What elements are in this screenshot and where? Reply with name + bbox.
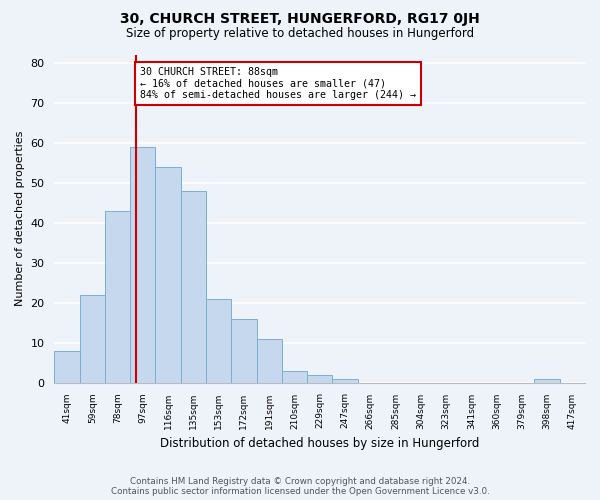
Bar [130, 147, 155, 382]
Bar [55, 350, 80, 382]
Text: 30, CHURCH STREET, HUNGERFORD, RG17 0JH: 30, CHURCH STREET, HUNGERFORD, RG17 0JH [120, 12, 480, 26]
Bar [535, 378, 560, 382]
Bar [257, 338, 282, 382]
Text: Contains HM Land Registry data © Crown copyright and database right 2024.
Contai: Contains HM Land Registry data © Crown c… [110, 476, 490, 496]
Text: Size of property relative to detached houses in Hungerford: Size of property relative to detached ho… [126, 28, 474, 40]
Y-axis label: Number of detached properties: Number of detached properties [15, 131, 25, 306]
Bar [231, 318, 257, 382]
Bar [206, 298, 231, 382]
Bar [307, 374, 332, 382]
Text: 30 CHURCH STREET: 88sqm
← 16% of detached houses are smaller (47)
84% of semi-de: 30 CHURCH STREET: 88sqm ← 16% of detache… [140, 67, 416, 100]
Bar [282, 370, 307, 382]
Bar [332, 378, 358, 382]
Bar [105, 211, 130, 382]
Bar [155, 167, 181, 382]
Bar [80, 294, 105, 382]
Bar [181, 191, 206, 382]
X-axis label: Distribution of detached houses by size in Hungerford: Distribution of detached houses by size … [160, 437, 479, 450]
